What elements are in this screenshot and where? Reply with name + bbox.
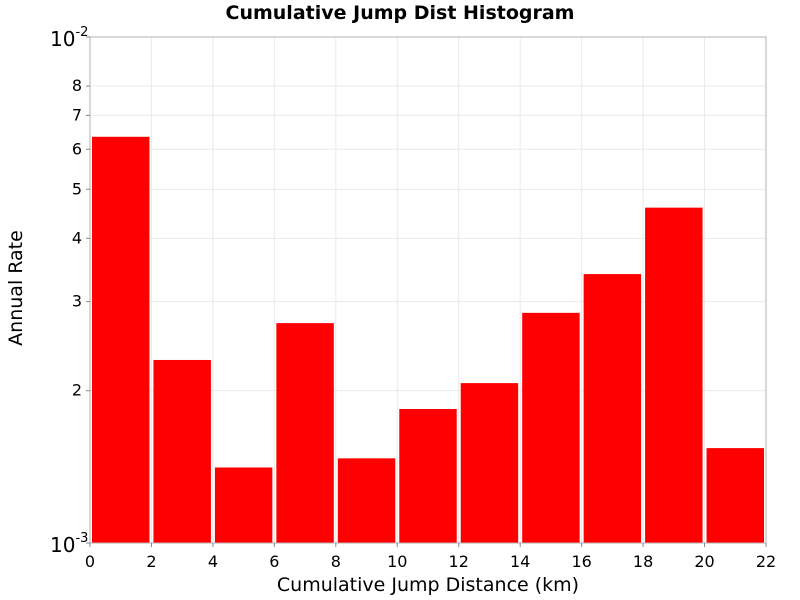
- histogram-bar: [92, 136, 150, 543]
- x-tick-label: 4: [208, 552, 218, 571]
- y-tick-label: 8: [72, 76, 82, 95]
- x-tick-label: 0: [85, 552, 95, 571]
- y-tick-label: 5: [72, 179, 82, 198]
- x-tick-label: 18: [633, 552, 653, 571]
- y-tick-label: 3: [72, 292, 82, 311]
- y-major-tick-label: 10-2: [50, 25, 88, 51]
- x-tick-label: 10: [387, 552, 407, 571]
- plot-frame: [89, 36, 767, 544]
- histogram-bar: [522, 312, 580, 543]
- histogram-bar: [399, 409, 457, 543]
- bars: [92, 136, 764, 543]
- y-axis-label: Annual Rate: [5, 230, 27, 346]
- x-axis-label: Cumulative Jump Distance (km): [277, 574, 579, 596]
- y-tick-label: 6: [72, 139, 82, 158]
- x-tick-label: 14: [510, 552, 530, 571]
- histogram-bar: [276, 323, 334, 543]
- x-tick-label: 16: [571, 552, 591, 571]
- histogram-bar: [645, 207, 703, 543]
- x-tick-label: 2: [146, 552, 156, 571]
- x-tick-label: 20: [694, 552, 714, 571]
- y-tick-label: 7: [72, 105, 82, 124]
- x-axis: 0 2 4 6 8 10 12 14 16 18 20 22: [85, 543, 776, 571]
- histogram-bar: [460, 383, 519, 543]
- x-tick-label: 6: [269, 552, 279, 571]
- histogram-bar: [153, 359, 211, 543]
- x-tick-label: 22: [756, 552, 776, 571]
- chart-title: Cumulative Jump Dist Histogram: [225, 2, 575, 24]
- histogram-bar: [583, 274, 642, 543]
- histogram-bar: [706, 448, 764, 543]
- x-tick-label: 12: [449, 552, 469, 571]
- histogram-bar: [337, 458, 396, 543]
- y-major-tick-label: 10-3: [50, 531, 88, 557]
- histogram-bar: [214, 467, 273, 543]
- y-tick-label: 2: [72, 381, 82, 400]
- y-axis: 2 3 4 5 6 7 8 10-3 10-2: [50, 25, 90, 557]
- x-tick-label: 8: [331, 552, 341, 571]
- y-tick-label: 4: [72, 228, 82, 247]
